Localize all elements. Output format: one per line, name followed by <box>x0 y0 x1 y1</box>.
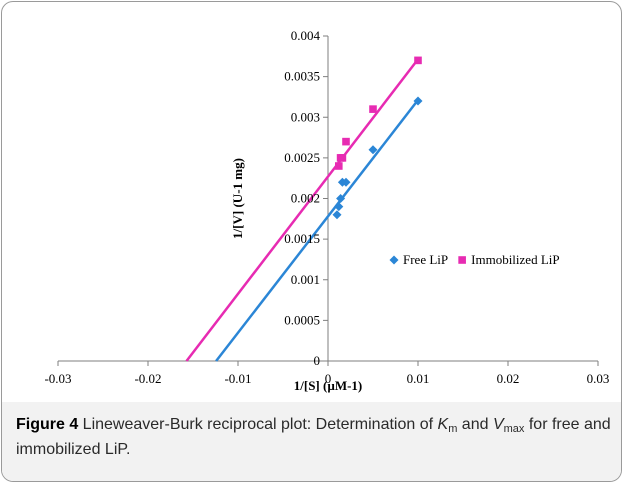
figure-label: Figure 4 <box>16 416 79 433</box>
vmax-subscript: max <box>503 423 525 435</box>
x-tick-label: 0 <box>325 371 332 386</box>
x-tick-label: -0.03 <box>44 371 71 386</box>
trendline-free-lip <box>215 99 419 362</box>
y-tick-label: 0.004 <box>291 28 321 43</box>
caption-text-1: Lineweaver-Burk reciprocal plot: Determi… <box>78 416 438 433</box>
y-tick-label: 0.0035 <box>284 69 320 84</box>
x-tick-label: 0.03 <box>587 371 610 386</box>
x-tick-label: 0.01 <box>407 371 430 386</box>
data-point-immobilized-lip <box>414 56 422 65</box>
legend-label-immobilized-lip: Immobilized LiP <box>471 252 559 267</box>
axes <box>57 35 599 366</box>
km-subscript: m <box>448 423 458 435</box>
y-tick-label: 0 <box>314 353 321 368</box>
x-tick-label: -0.02 <box>134 371 161 386</box>
caption-text-3: for free and immobilized LiP. <box>16 416 611 458</box>
data-point-immobilized-lip <box>335 162 343 170</box>
lineweaver-burk-chart: -0.03 -0.02 -0.01 0 0.01 0.02 0.03 0 0.0005 0.001… <box>44 28 609 393</box>
caption-text-2: and <box>457 416 493 433</box>
data-point-free-lip <box>368 145 378 155</box>
y-tick-label: 0.001 <box>291 272 320 287</box>
data-point-immobilized-lip <box>338 154 347 162</box>
trendlines <box>185 58 419 362</box>
y-tick-label: 0.002 <box>291 191 320 206</box>
caption-band <box>2 402 621 481</box>
y-tick-label: 0.0025 <box>284 150 320 165</box>
axis-titles: 1/[S] (µM-1) 1/[V] (U-1 mg) <box>230 158 362 393</box>
x-tick-label: 0.02 <box>497 371 520 386</box>
data-markers <box>332 56 423 220</box>
data-point-immobilized-lip <box>369 105 377 113</box>
y-tick-label: 0.003 <box>291 109 320 124</box>
data-point-free-lip <box>413 96 423 106</box>
y-tick-label: 0.0005 <box>284 312 320 327</box>
data-point-free-lip <box>341 177 351 187</box>
data-point-free-lip <box>336 194 346 203</box>
trendline-immobilized-lip <box>185 58 419 362</box>
y-tick-label: 0.0015 <box>284 231 320 246</box>
y-axis-title: 1/[V] (U-1 mg) <box>230 158 245 239</box>
tick-labels: -0.03 -0.02 -0.01 0 0.01 0.02 0.03 0 0.0005 0.001… <box>44 28 609 386</box>
vmax-symbol: V <box>492 416 504 433</box>
data-point-immobilized-lip <box>342 137 350 146</box>
legend-marker-immobilized-lip <box>458 256 466 264</box>
x-tick-label: -0.01 <box>224 371 251 386</box>
km-symbol: K <box>437 416 449 433</box>
figure-caption: Figure 4 Lineweaver-Burk reciprocal plot… <box>16 412 616 462</box>
legend-label-free-lip: Free LiP <box>403 252 448 267</box>
x-axis-title: 1/[S] (µM-1) <box>294 378 363 393</box>
legend: Free LiP Immobilized LiP <box>389 252 560 267</box>
legend-marker-free-lip <box>389 255 399 265</box>
data-point-free-lip <box>334 202 344 212</box>
data-point-free-lip <box>332 210 342 220</box>
